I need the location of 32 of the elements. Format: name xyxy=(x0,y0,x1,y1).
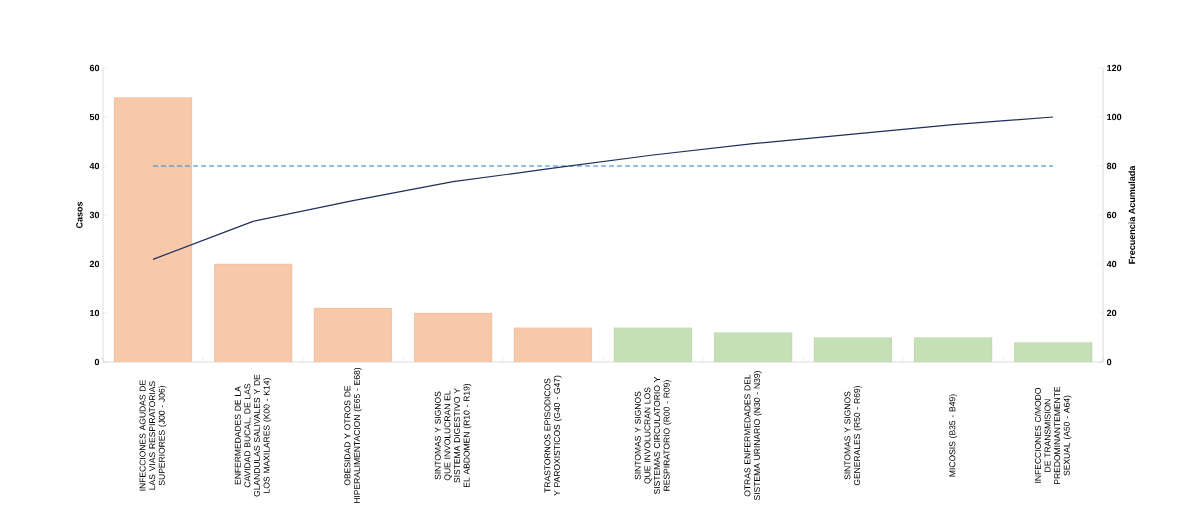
x-tick-label: SINTOMAS Y SIGNOS QUE INVOLUCRAN LOS SISTEMAS CIRCULATORIO Y RESPIRATORIO (R00 - R09) xyxy=(634,376,672,495)
x-tick-label: INFECCIONES C/MODO DE TRANSMISION PREDOMINANTEMENTE SEXUAL (A50 - A64) xyxy=(1034,386,1072,484)
y2-tick-label: 20 xyxy=(1106,309,1117,317)
x-tick-label: SINTOMAS Y SIGNOS GENERALES (R50 - R69) xyxy=(844,386,862,486)
y-tick-label: 10 xyxy=(90,309,100,317)
bar xyxy=(713,332,793,362)
x-tick-label: OBESIDAD Y OTROS DE HIPERALIMENTACION (E65 - E68) xyxy=(344,367,362,504)
y-tick-label: 40 xyxy=(89,162,100,170)
x-tick-label: SINTOMAS Y SIGNOS QUE INVOLUCRAN EL SISTEMA DIGESTIVO Y EL ABDOMEN (R10 - R19) xyxy=(434,383,472,488)
x-tick-label: OTRAS ENFERMEDADES DEL SISTEMA URINARIO (N30 - N39) xyxy=(744,371,762,501)
y2-tick-label: 100 xyxy=(1107,113,1122,121)
line-series xyxy=(152,116,1054,260)
bar xyxy=(913,337,993,362)
bar xyxy=(313,307,393,362)
bar xyxy=(413,312,493,362)
y2-tick-label: 0 xyxy=(1106,358,1112,366)
y-tick-label: 30 xyxy=(89,211,100,219)
y-tick-label: 20 xyxy=(89,260,100,268)
x-tick-label: INFECCIONES AGUDAS DE LAS VIAS RESPIRATORIAS SUPERIORES (J00 - J06) xyxy=(139,380,167,491)
y-axis-title: Casos xyxy=(76,201,83,229)
x-tick-label: MICOSIS (B35 - B49) xyxy=(949,394,958,477)
y-tick-label: 0 xyxy=(94,358,100,366)
y2-tick-label: 60 xyxy=(1106,211,1117,219)
y2-tick-label: 80 xyxy=(1106,162,1117,170)
x-tick-label: ENFERMEDADES DE LA CAVIDAD BUCAL, DE LAS GLANDULAS SALIVALES Y DE LOS MAXILARES (K00 - K14) xyxy=(234,374,272,497)
y2-axis-title: Frecuencia Acumulada xyxy=(1128,165,1136,264)
y-tick-label: 60 xyxy=(89,64,100,72)
y2-tick-label: 120 xyxy=(1107,64,1122,72)
y-tick-label: 50 xyxy=(89,113,100,121)
y2-tick-label: 40 xyxy=(1106,260,1117,268)
x-tick-label: TRASTORNOS EPISODICOS Y PAROXISTICOS (G40 - G47) xyxy=(544,375,562,496)
bar xyxy=(613,327,693,362)
